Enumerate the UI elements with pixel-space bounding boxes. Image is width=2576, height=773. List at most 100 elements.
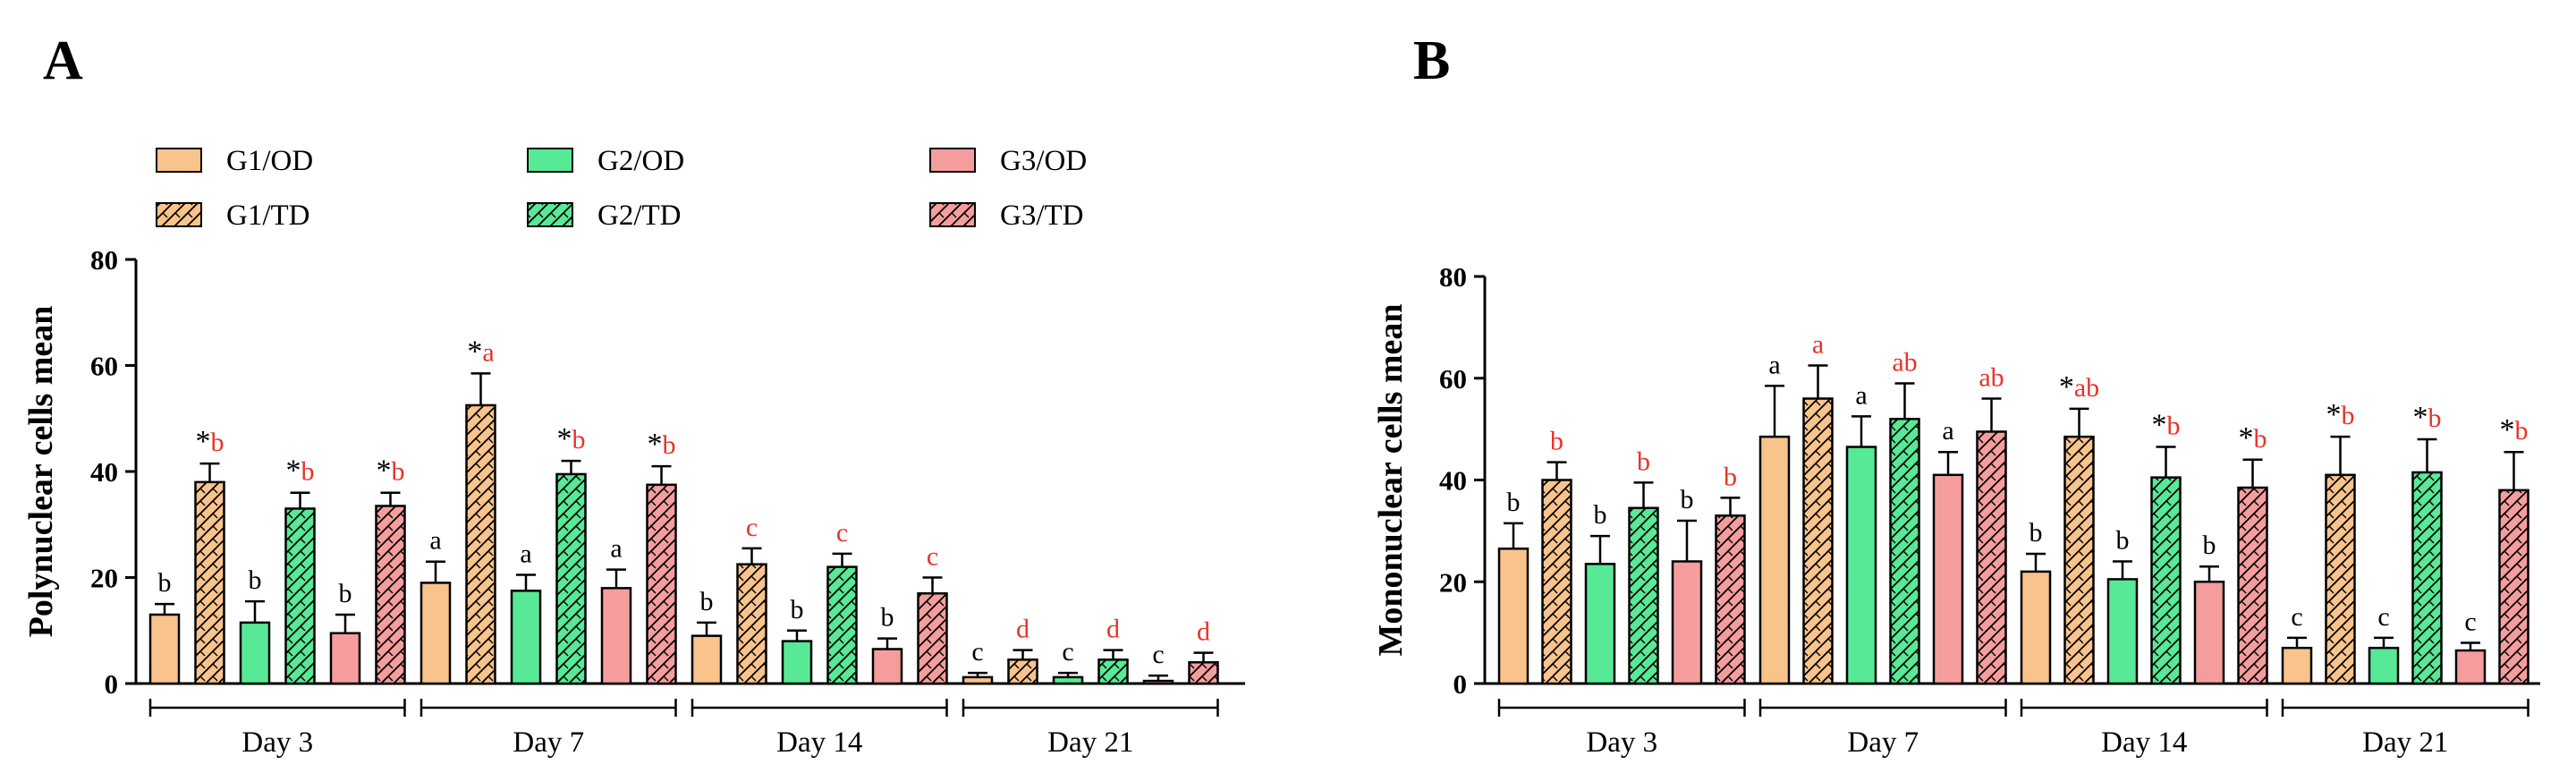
bar-g1-td-day-7 [465,403,496,685]
panel-a-y-tick-label: 0 [105,668,119,700]
category-label-day-7: Day 7 [1847,726,1919,759]
bar-g3-td-day-14 [2237,486,2268,685]
panel-a-label: A [43,30,83,91]
bar-g1-td-day-7 [1802,397,1834,685]
significance-label: a [1812,330,1824,360]
significance-label: b [339,579,352,608]
significance-label: c [1062,637,1073,667]
category-label-day-14: Day 14 [2101,726,2187,759]
panel-a-chart: 0 20 40 60 80 Polynuclear cells mean b *b b *b b *b… [22,244,1245,759]
bar-g3-od-day-7 [1932,473,1964,685]
bar-g2-td-day-3 [1628,506,1659,685]
significance-label: b [1724,462,1737,491]
significance-label: b [700,587,714,616]
panel-b-y-tick-label: 20 [1439,566,1467,598]
significance-label: a [1768,350,1780,379]
significance-label: d [1016,615,1030,644]
legend-swatch-g2-td [527,202,573,227]
bar-g3-od-day-3 [329,632,361,685]
bar-g2-od-day-21 [1052,675,1084,685]
bar-g1-td-day-21 [2325,473,2356,685]
bar-g2-td-day-14 [826,565,858,685]
panel-b-y-tick-label: 40 [1439,465,1467,497]
significance-label: b [1594,500,1607,530]
bar-g2-od-day-21 [2368,646,2400,685]
bar-g2-td-day-3 [284,507,316,685]
category-label-day-21: Day 21 [2362,726,2448,759]
category-label-day-3: Day 3 [242,726,313,759]
panel-b-y-tick-label: 60 [1439,363,1467,395]
significance-label: *b [196,425,225,458]
bar-g3-od-day-14 [2193,581,2225,685]
bar-g2-od-day-14 [2106,578,2139,685]
category-label-day-14: Day 14 [776,726,862,759]
bar-g3-od-day-21 [2454,649,2487,685]
legend-swatch-g3-td [929,202,976,227]
significance-label: c [2291,602,2302,632]
panel-a-y-tick-label: 60 [90,351,118,382]
bar-g3-od-day-21 [1142,679,1174,685]
significance-label: b [2029,518,2043,548]
bar-g3-td-day-21 [2498,488,2529,685]
significance-label: a [520,539,531,569]
panel-b-y-tick-label: 0 [1453,668,1468,700]
significance-label: ab [1892,347,1917,377]
bar-g1-td-day-14 [736,563,767,685]
legend: G1/OD G1/TD G2/OD G2/TD G3/OD G3/TD [156,145,1087,232]
bar-g1-od-day-7 [419,582,452,685]
significance-label: *b [557,422,586,455]
significance-label: a [1855,380,1867,410]
bar-g3-od-day-14 [871,648,903,685]
category-label-day-7: Day 7 [513,726,584,759]
significance-label: a [429,526,441,556]
significance-label: d [1197,617,1210,647]
significance-label: b [1550,427,1563,456]
legend-swatch-g3-od [929,148,976,173]
legend-label-g2-td: G2/TD [597,200,682,232]
panel-a-y-tick-label: 40 [90,456,118,488]
significance-label: c [971,637,983,667]
bar-g2-od-day-7 [510,590,542,685]
significance-label: b [1681,485,1694,514]
category-label-day-3: Day 3 [1586,726,1657,759]
legend-label-g1-od: G1/OD [226,145,313,177]
panel-b-y-tick-label: 80 [1439,261,1467,293]
significance-label: b [1637,446,1650,476]
bar-g2-td-day-7 [555,472,587,685]
significance-label: b [881,603,894,633]
bar-g1-od-day-21 [962,675,994,685]
significance-label: c [746,513,758,542]
significance-label: c [927,542,938,572]
bar-g1-od-day-14 [2020,570,2052,685]
bar-g3-od-day-3 [1671,560,1703,685]
bar-g2-od-day-7 [1845,446,1877,685]
bar-g2-od-day-14 [781,640,813,685]
significance-label: *b [2239,421,2267,454]
bar-g2-td-day-7 [1889,418,1920,685]
bar-g2-td-day-21 [1097,658,1129,685]
significance-label: c [836,518,848,548]
bar-g3-td-day-3 [1715,514,1746,685]
bar-g2-od-day-3 [1584,563,1616,685]
significance-label: b [2203,531,2216,560]
significance-label: b [791,595,804,624]
bar-g2-od-day-3 [239,621,271,685]
category-label-day-21: Day 21 [1047,726,1133,759]
legend-label-g3-td: G3/TD [1000,200,1084,232]
legend-label-g2-od: G2/OD [597,145,684,177]
significance-label: b [1507,488,1521,517]
significance-label: d [1106,615,1120,644]
bar-g1-od-day-3 [148,613,181,685]
significance-label: *b [286,454,315,488]
legend-label-g3-od: G3/OD [1000,145,1087,177]
significance-label: b [2116,526,2130,556]
significance-label: c [1152,640,1164,669]
significance-label: b [158,568,172,598]
bar-g1-od-day-14 [691,634,723,685]
significance-label: *b [2152,409,2181,442]
bar-g3-td-day-3 [375,505,406,685]
legend-label-g1-td: G1/TD [226,200,310,232]
bar-g1-od-day-21 [2281,646,2313,685]
